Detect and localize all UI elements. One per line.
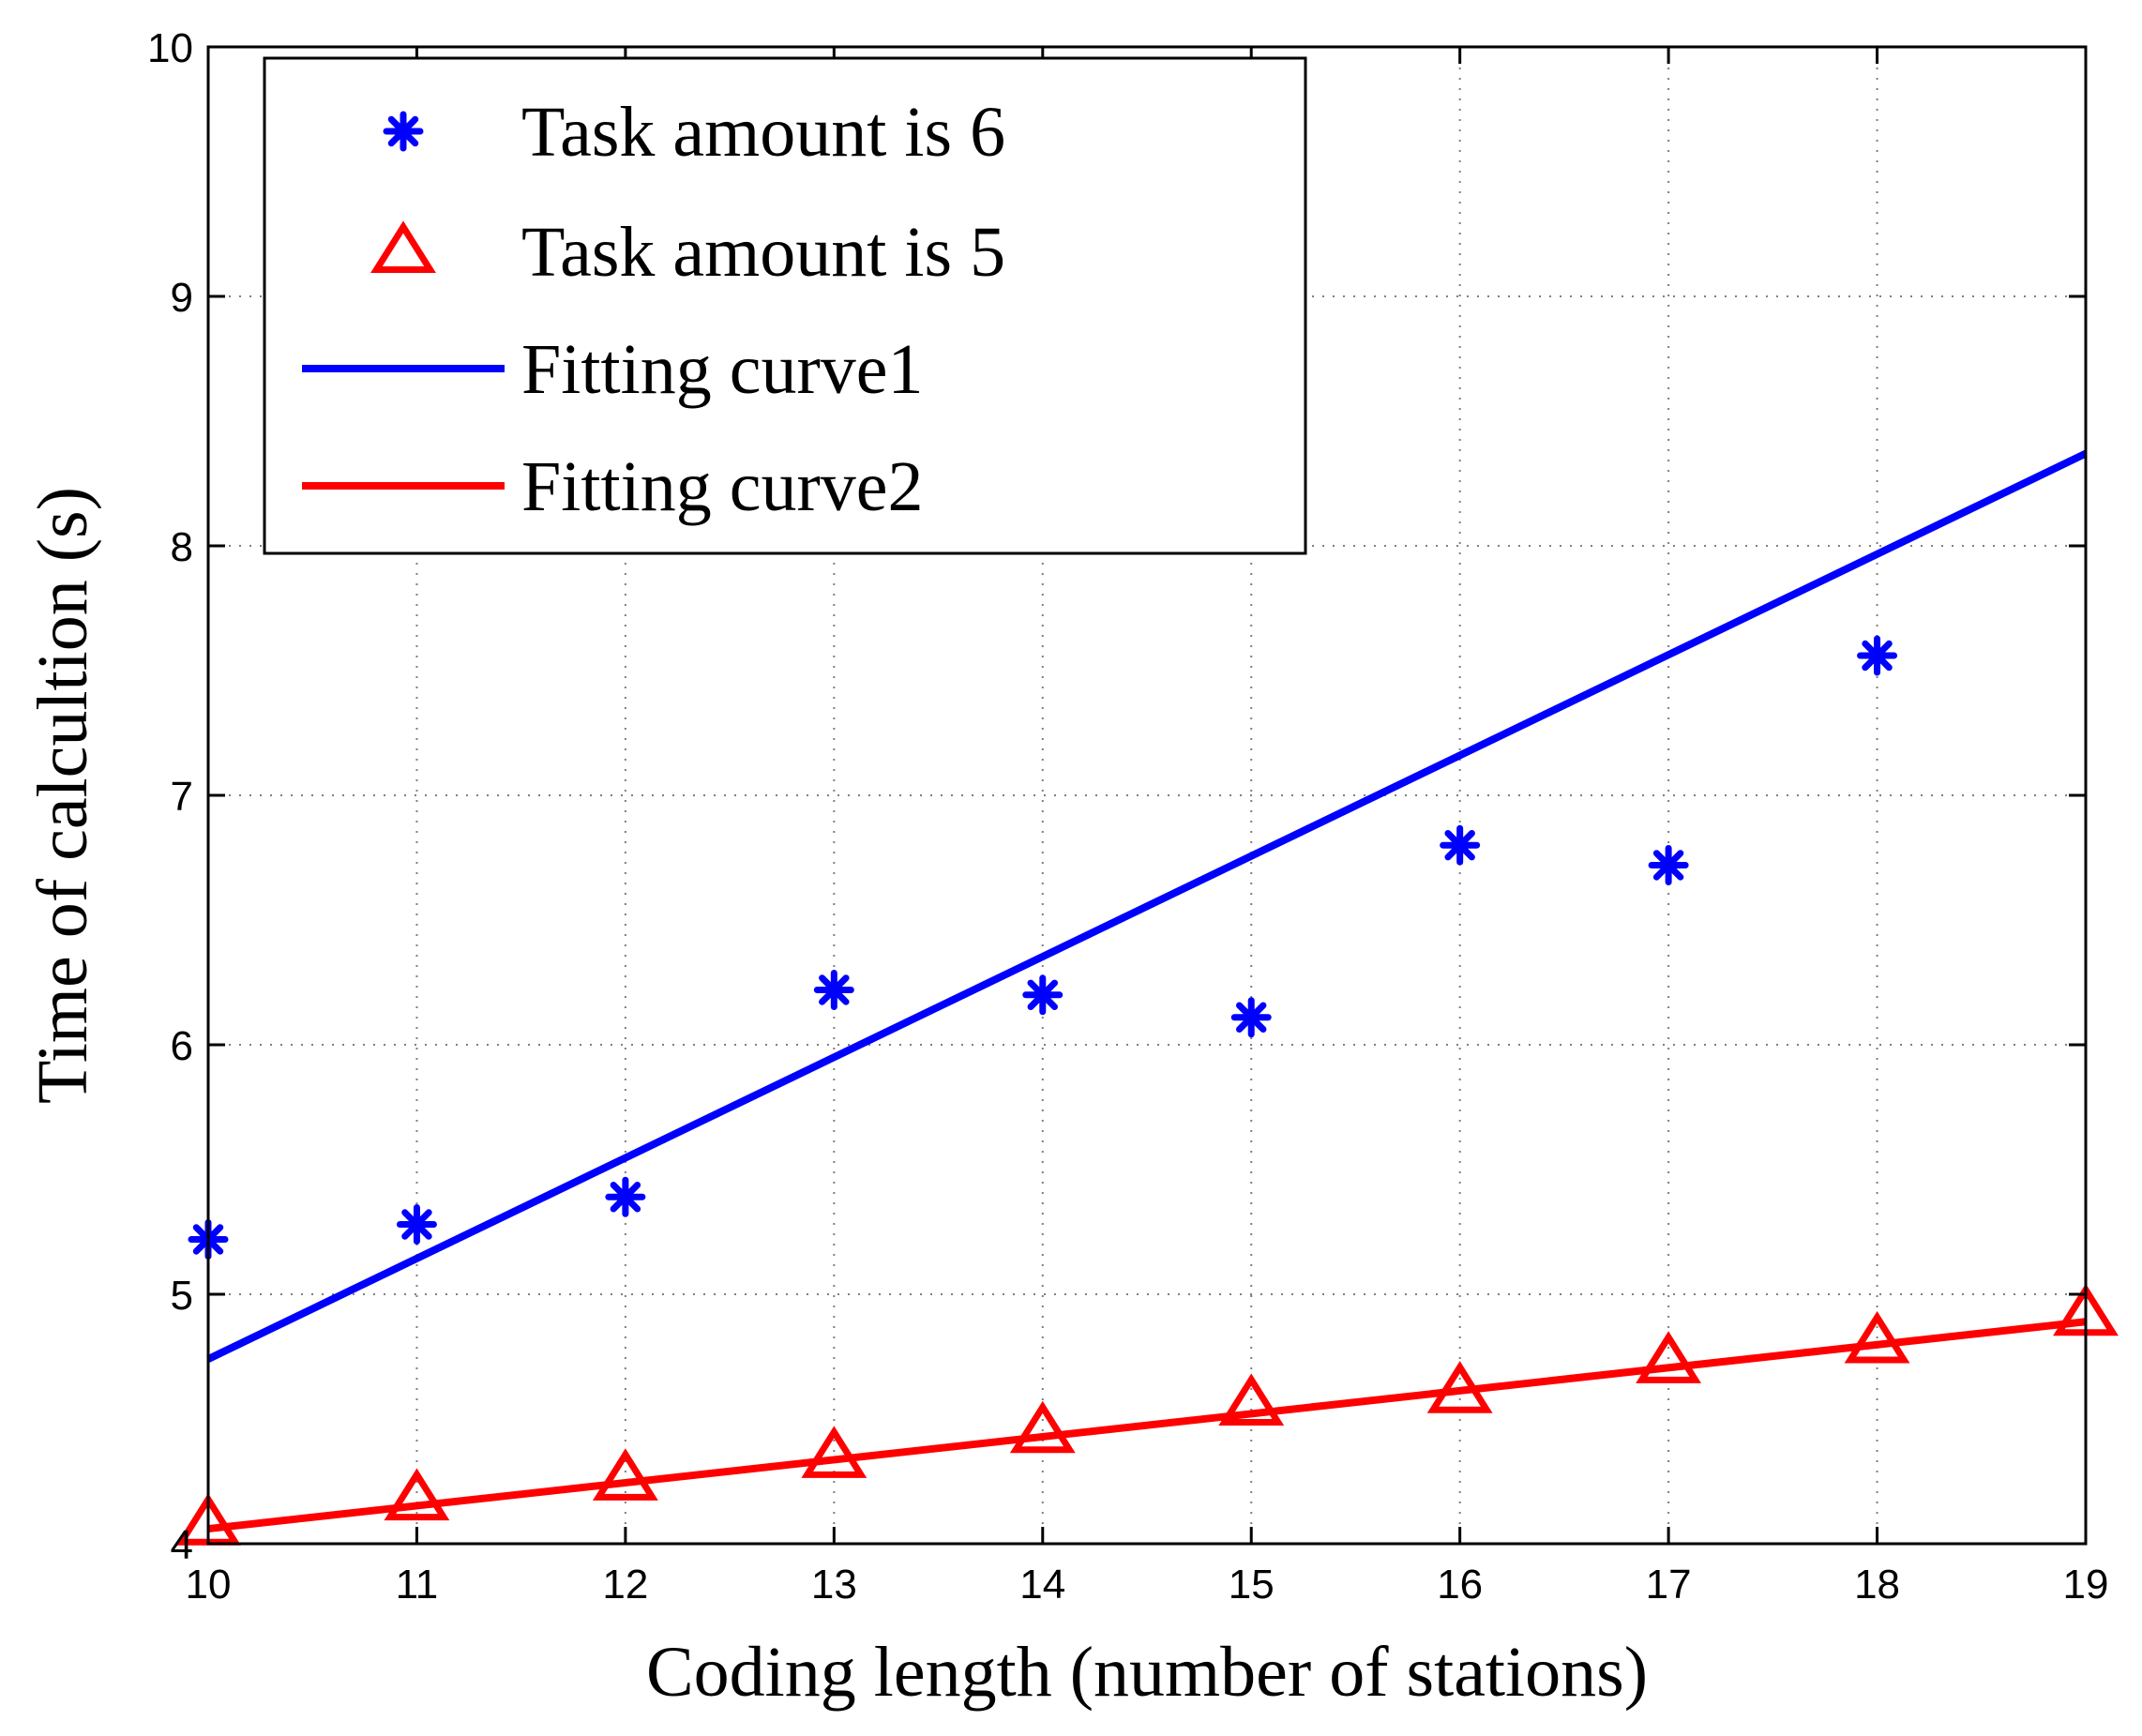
data-point-task-5 xyxy=(1218,1373,1285,1427)
data-point-task-5 xyxy=(384,1468,450,1521)
x-tick-label: 12 xyxy=(602,1562,648,1608)
data-point-task-5 xyxy=(592,1448,658,1501)
data-point-task-6 xyxy=(1022,974,1063,1016)
x-tick-label: 18 xyxy=(1854,1562,1900,1608)
legend-label: Task amount is 6 xyxy=(521,93,1005,172)
y-tick-label: 6 xyxy=(171,1023,193,1069)
y-tick-label: 5 xyxy=(171,1273,193,1319)
y-tick-label: 9 xyxy=(171,275,193,321)
data-point-task-6 xyxy=(813,969,854,1010)
y-tick-label: 10 xyxy=(147,25,193,71)
x-tick-label: 14 xyxy=(1019,1562,1065,1608)
data-point-task-6 xyxy=(396,1204,437,1245)
series-line-fitting-curve1 xyxy=(206,449,2088,1363)
legend-label: Fitting curve2 xyxy=(521,447,924,526)
legend-box xyxy=(263,56,1307,555)
legend-label: Task amount is 5 xyxy=(521,213,1005,292)
data-point-task-6 xyxy=(1648,844,1689,885)
legend-marker-asterisk xyxy=(383,111,424,152)
y-axis-label: Time of calcultion (s) xyxy=(23,487,102,1104)
legend: Task amount is 6 Task amount is 5 Fitting … xyxy=(263,56,1307,555)
y-tick-label: 4 xyxy=(171,1522,193,1568)
x-tick-label: 19 xyxy=(2063,1562,2109,1608)
y-tick-label: 8 xyxy=(171,524,193,570)
legend-marker-triangle xyxy=(370,220,436,273)
x-tick-label: 13 xyxy=(811,1562,857,1608)
y-tick-label: 7 xyxy=(171,774,193,820)
data-point-task-5 xyxy=(1009,1400,1076,1454)
data-point-task-6 xyxy=(1857,635,1898,676)
series-line-fitting-curve2 xyxy=(207,1318,2087,1533)
data-point-task-6 xyxy=(605,1176,646,1217)
x-tick-label: 10 xyxy=(186,1562,232,1608)
data-point-task-6 xyxy=(1440,824,1481,866)
data-point-task-5 xyxy=(1844,1310,1910,1364)
data-point-task-5 xyxy=(1426,1361,1493,1413)
legend-label: Fitting curve1 xyxy=(521,330,924,409)
x-tick-label: 11 xyxy=(396,1562,439,1608)
x-tick-label: 17 xyxy=(1646,1562,1692,1608)
x-tick-label: 15 xyxy=(1229,1562,1275,1608)
x-axis-label: Coding length (number of stations) xyxy=(646,1633,1648,1712)
data-point-task-5 xyxy=(801,1426,867,1478)
data-point-task-5 xyxy=(1636,1331,1702,1383)
data-point-task-6 xyxy=(1230,997,1272,1038)
plot-area xyxy=(175,449,2119,1546)
ticks: 10 11 12 13 14 15 16 17 18 19 4 5 6 7 8 9 10 xyxy=(147,25,2108,1608)
x-tick-label: 16 xyxy=(1437,1562,1483,1608)
